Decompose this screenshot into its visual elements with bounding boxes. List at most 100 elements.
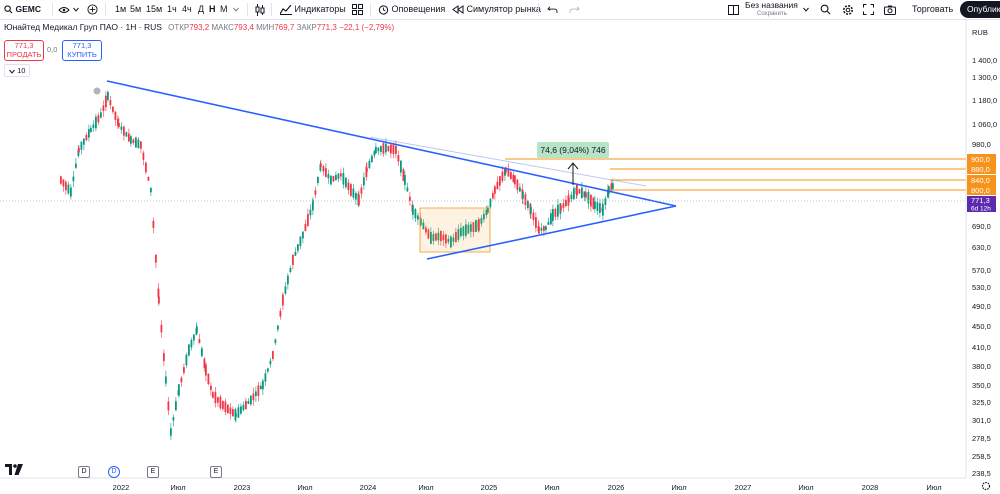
spread-value: 0,0 <box>47 45 58 54</box>
price-chart[interactable]: 74,6 (9,04%) 746 RUB 1 400,0 1 300,0 1 1… <box>0 20 1000 494</box>
indicators-toggle[interactable]: 10 <box>4 64 31 77</box>
candle-body <box>355 193 357 200</box>
support-trendline[interactable] <box>426 205 677 260</box>
candle-body <box>137 139 140 149</box>
candle-body <box>532 212 535 220</box>
candle-body <box>360 187 363 194</box>
event-marker-dividend[interactable]: D <box>108 466 120 478</box>
sell-button[interactable]: 771,3 ПРОДАТЬ <box>4 40 44 61</box>
interval-4h[interactable]: 4ч <box>182 4 192 14</box>
candle-body <box>557 204 559 217</box>
candle-body <box>375 146 377 154</box>
eye-icon <box>58 6 70 13</box>
interval-week[interactable]: Н <box>209 4 216 14</box>
candle-body <box>210 385 212 390</box>
symbol-search[interactable]: GEMC <box>4 0 41 19</box>
candle-body <box>510 172 512 179</box>
candle-body <box>337 173 340 179</box>
candle-body <box>292 254 294 266</box>
candle-body <box>547 221 550 225</box>
candle-body <box>237 407 240 418</box>
price-tick: 410,0 <box>972 343 991 352</box>
trade-button[interactable]: Торговать <box>912 4 954 14</box>
price-axis[interactable]: RUB 1 400,0 1 300,0 1 180,0 1 060,0 980,… <box>965 20 997 478</box>
fullscreen-button[interactable] <box>863 0 874 19</box>
interval-day[interactable]: Д <box>198 4 205 14</box>
price-tick: 980,0 <box>972 140 991 149</box>
indicators-button[interactable]: Индикаторы <box>280 0 346 19</box>
currency-label[interactable]: RUB <box>972 28 988 37</box>
candle-body <box>83 138 85 145</box>
interval-5m[interactable]: 5м <box>130 4 142 14</box>
candle-body <box>312 199 314 211</box>
candle-body <box>62 179 65 187</box>
time-label: Июл <box>798 483 813 492</box>
candle-body <box>205 364 207 376</box>
candle-body <box>512 174 515 182</box>
drawing-anchor-point[interactable] <box>93 87 101 95</box>
interval-1h[interactable]: 1ч <box>167 4 177 14</box>
candle-body <box>406 187 409 192</box>
candle-body <box>592 197 595 209</box>
candle-body <box>583 191 586 197</box>
candle-body <box>172 417 175 421</box>
settings-button[interactable] <box>842 0 854 19</box>
candle-body <box>565 199 567 207</box>
layout-dropdown[interactable] <box>803 0 809 19</box>
candle-body <box>132 139 135 144</box>
layout-name: Без названия <box>745 0 798 10</box>
candle-body <box>175 401 177 411</box>
tradingview-logo-icon <box>5 464 23 475</box>
candle-body <box>170 428 172 436</box>
interval-15m[interactable]: 15м <box>146 4 163 14</box>
chart-legend: Юнайтед Медикал Груп ПАО · 1Н · RUS ОТКР… <box>4 22 394 32</box>
chevron-down-icon <box>9 69 15 74</box>
chart-type-button[interactable] <box>255 0 265 19</box>
event-marker-earnings[interactable]: E <box>210 466 222 478</box>
consolidation-box[interactable] <box>419 207 491 253</box>
alerts-button[interactable]: Оповещения <box>378 0 445 19</box>
candle-body <box>128 133 130 142</box>
resistance-trendline[interactable] <box>106 80 677 207</box>
open-label: ОТКР <box>168 23 190 32</box>
candle-body <box>102 105 105 111</box>
event-marker-earnings[interactable]: E <box>147 466 159 478</box>
candle-body <box>90 127 92 133</box>
interval-1m[interactable]: 1м <box>115 4 127 14</box>
screenshot-button[interactable] <box>884 0 896 19</box>
candle-body <box>422 222 425 230</box>
layout-name-button[interactable]: Без названия Сохранить <box>745 0 798 20</box>
candle-body <box>188 344 190 356</box>
buy-label: КУПИТЬ <box>67 50 97 59</box>
chevron-down-icon <box>233 7 239 12</box>
layout-icon <box>728 4 739 15</box>
level-badge-800 <box>967 185 996 195</box>
symbol-ticker: GEMC <box>15 4 42 14</box>
candle-body <box>578 189 581 194</box>
event-marker-dividend[interactable]: D <box>78 466 90 478</box>
compare-button[interactable] <box>58 0 79 19</box>
layout-icon-button[interactable] <box>728 0 739 19</box>
candle-body <box>570 194 573 200</box>
time-label: Июл <box>418 483 433 492</box>
templates-button[interactable] <box>352 0 363 19</box>
axis-settings-button[interactable] <box>981 481 991 491</box>
candle-body <box>297 244 299 251</box>
quick-search-button[interactable] <box>820 0 831 19</box>
time-axis[interactable]: 2022 Июл 2023 Июл 2024 Июл 2025 Июл 2026… <box>0 477 966 492</box>
undo-button[interactable] <box>547 0 558 19</box>
replay-button[interactable]: Симулятор рынка <box>452 0 541 19</box>
candle-body <box>95 116 97 129</box>
time-label: Июл <box>544 483 559 492</box>
candle-body <box>382 143 385 154</box>
symbol-title[interactable]: Юнайтед Медикал Груп ПАО · 1Н · RUS <box>4 22 162 32</box>
candle-body <box>465 224 467 236</box>
publish-button[interactable]: Опубликов <box>960 1 1000 18</box>
candle-body <box>302 231 304 239</box>
add-symbol-button[interactable] <box>87 0 98 19</box>
interval-dropdown[interactable] <box>233 0 239 19</box>
buy-button[interactable]: 771,3 КУПИТЬ <box>62 40 102 61</box>
redo-button[interactable] <box>569 0 580 19</box>
candle-body <box>114 111 117 120</box>
interval-month[interactable]: М <box>220 4 228 14</box>
